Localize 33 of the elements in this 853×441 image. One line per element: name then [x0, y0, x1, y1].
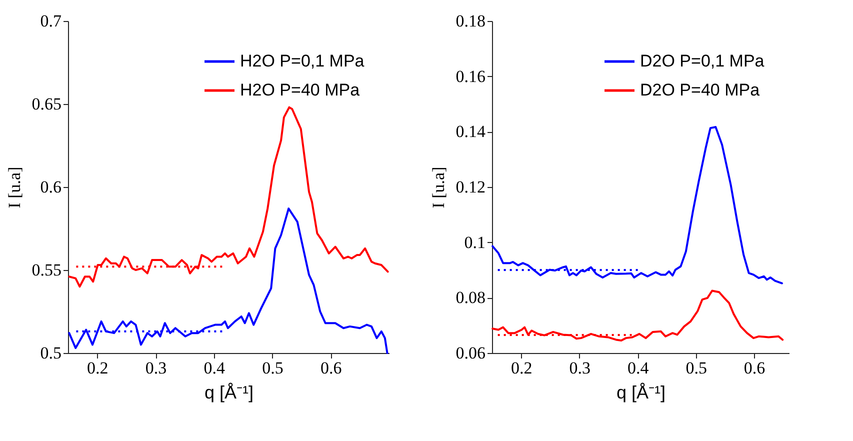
line-series — [68, 106, 389, 288]
y-tick-label: 0.08 — [456, 288, 486, 308]
legend-label: D2O P=40 MPa — [640, 80, 760, 100]
x-tick-label: 0.4 — [627, 358, 650, 378]
legend-label: D2O P=0,1 MPa — [640, 52, 765, 70]
y-tick-label: 0.65 — [32, 94, 62, 114]
y-tick-label: 0.12 — [456, 178, 486, 196]
legend-label: H2O P=40 MPa — [240, 80, 360, 100]
x-tick-label: 0.2 — [87, 358, 108, 378]
x-axis-title: q [Å⁻¹] — [204, 382, 254, 402]
x-tick-label: 0.3 — [145, 358, 167, 378]
y-tick-label: 0.7 — [40, 12, 62, 30]
y-tick-label: 0.55 — [32, 260, 62, 280]
x-tick-label: 0.5 — [262, 358, 284, 378]
x-tick-label: 0.3 — [569, 358, 590, 378]
y-tick-label: 0.1 — [464, 232, 486, 252]
x-tick-label: 0.4 — [204, 358, 226, 378]
x-axis-title: q [Å⁻¹] — [616, 382, 666, 402]
x-tick-label: 0.6 — [320, 358, 342, 378]
y-tick-label: 0.16 — [456, 66, 486, 86]
x-tick-label: 0.5 — [686, 358, 707, 378]
y-axis-title: I [u.a] — [428, 166, 448, 208]
y-tick-label: 0.06 — [456, 344, 486, 362]
y-tick-label: 0.5 — [40, 344, 62, 362]
x-tick-label: 0.6 — [744, 358, 766, 378]
y-axis-title: I [u.a] — [4, 166, 24, 208]
y-tick-label: 0.18 — [456, 12, 486, 30]
legend-label: H2O P=0,1 MPa — [240, 52, 365, 70]
line-series — [492, 126, 784, 284]
line-series — [492, 290, 784, 342]
y-tick-label: 0.14 — [456, 122, 486, 142]
x-tick-label: 0.2 — [510, 358, 532, 378]
y-tick-label: 0.6 — [40, 178, 62, 196]
